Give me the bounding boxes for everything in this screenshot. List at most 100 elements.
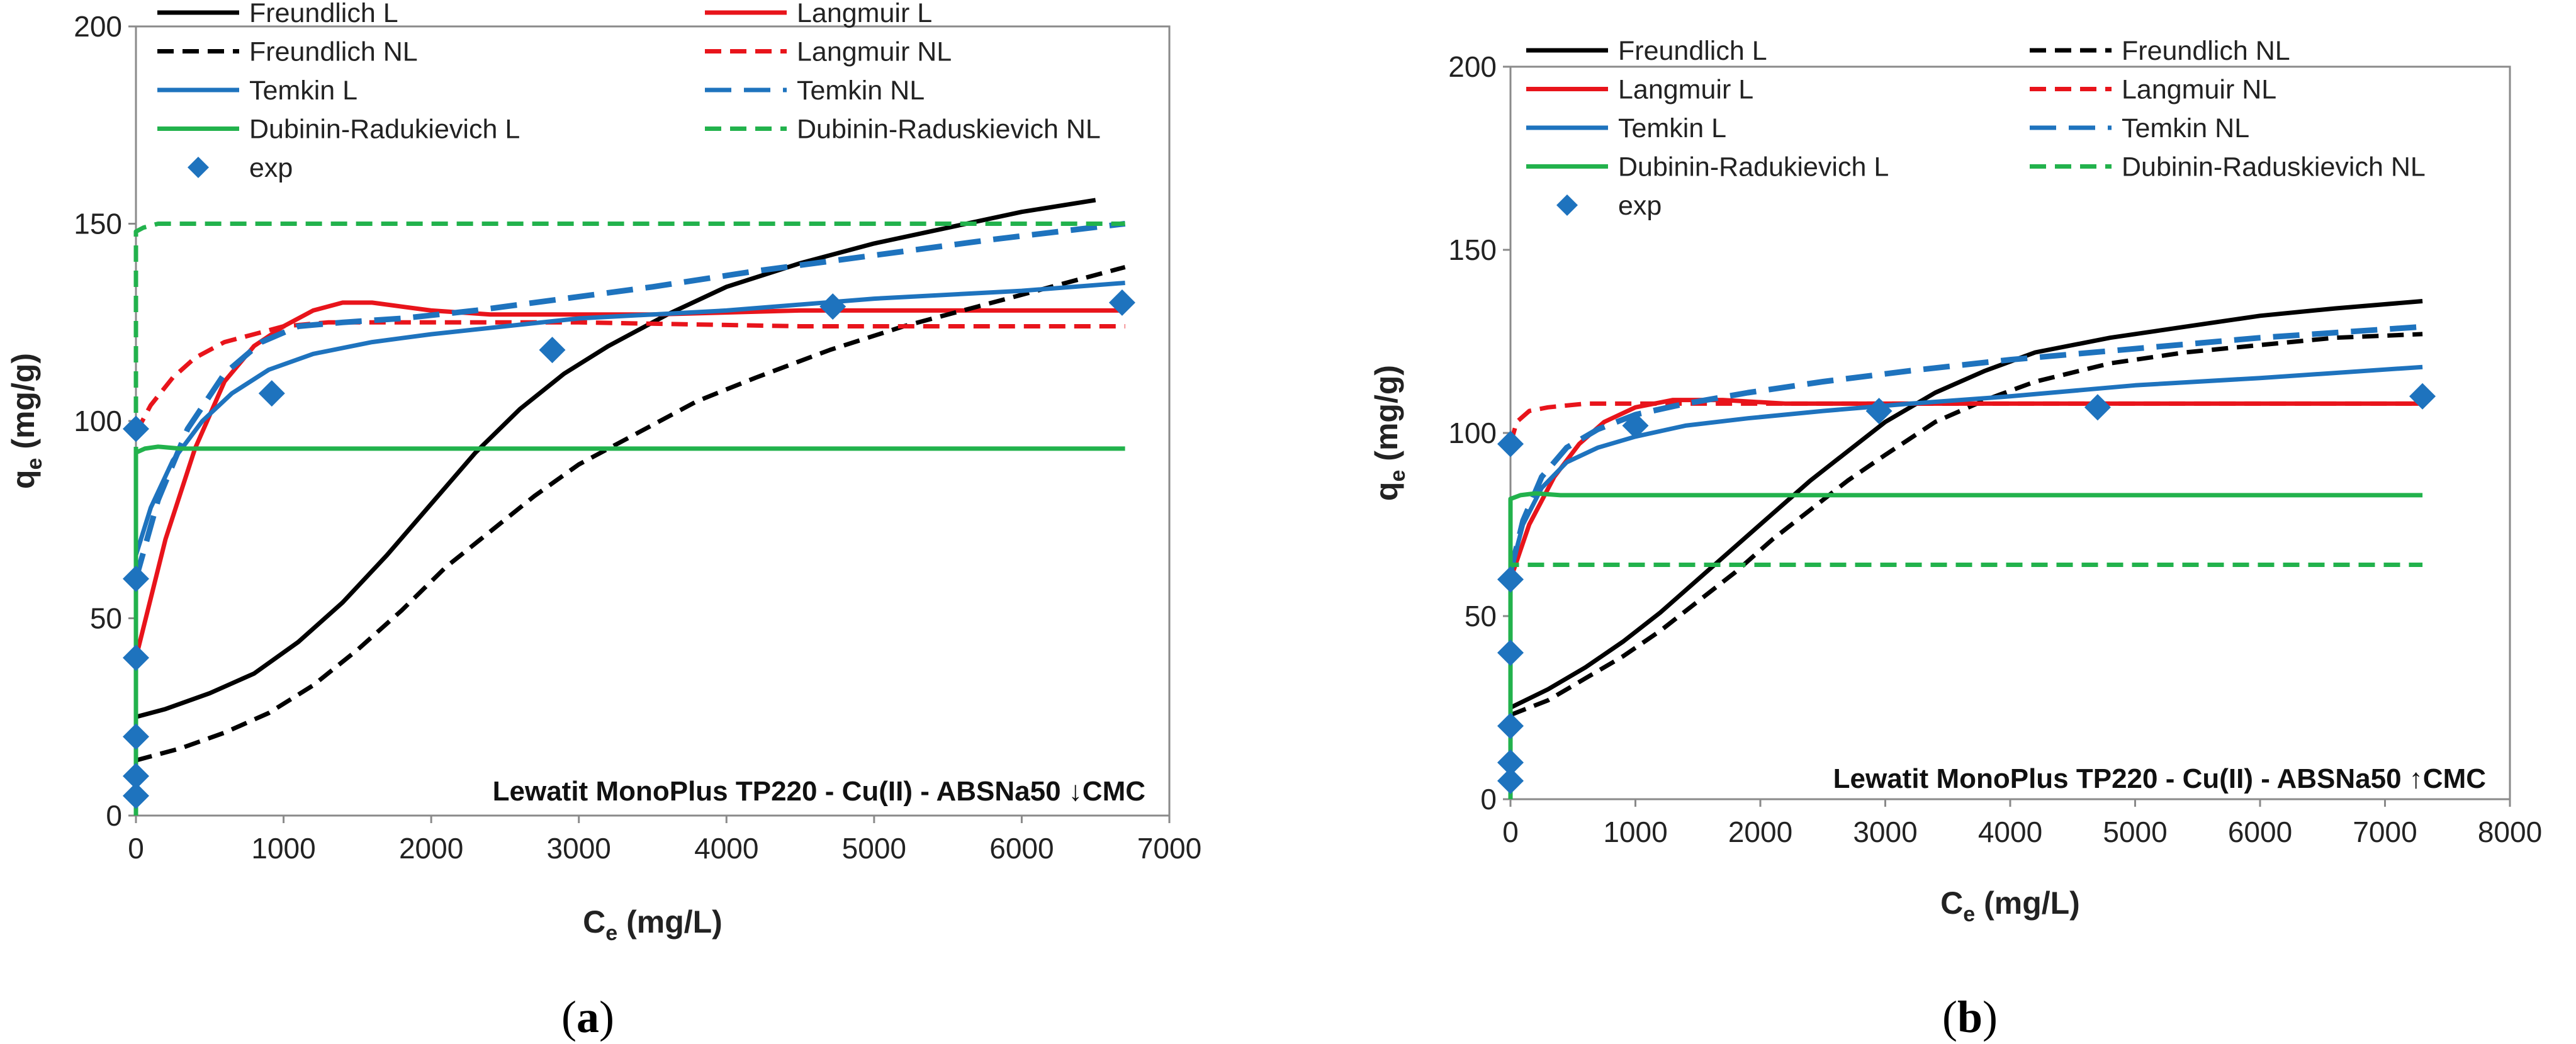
chart-a-xtick-label-5000: 5000 bbox=[842, 832, 906, 865]
chart-b-annotation: Lewatit MonoPlus TP220 - Cu(II) - ABSNa5… bbox=[1833, 763, 2486, 794]
chart-a-x-axis-title: Ce (mg/L) bbox=[583, 904, 723, 945]
chart-b-xtick-label-3000: 3000 bbox=[1853, 816, 1917, 848]
chart-a-caption-open: ( bbox=[561, 992, 577, 1042]
chart-a-series-exp-point-4 bbox=[123, 565, 149, 592]
chart-b-legend-entry-exp-label: exp bbox=[1618, 191, 1662, 221]
chart-a-series-exp-point-9 bbox=[1108, 289, 1135, 316]
chart-a-legend-entry-langmuir-nl-label: Langmuir NL bbox=[797, 37, 952, 67]
chart-b-series-exp-point-3 bbox=[1497, 639, 1524, 666]
chart-b-series-freundlich-l bbox=[1509, 299, 2423, 710]
chart-a-annotation: Lewatit MonoPlus TP220 - Cu(II) - ABSNa5… bbox=[493, 776, 1145, 807]
chart-b-xtick-label-7000: 7000 bbox=[2353, 816, 2417, 848]
chart-b-xtick-label-6000: 6000 bbox=[2228, 816, 2292, 848]
chart-a-xtick-label-7000: 7000 bbox=[1137, 832, 1201, 865]
chart-b-ytick-label-150: 150 bbox=[1448, 233, 1497, 266]
chart-a-xtick-label-6000: 6000 bbox=[989, 832, 1054, 865]
chart-a-ytick-label-150: 150 bbox=[74, 208, 122, 240]
chart-a-legend-entry-exp-label: exp bbox=[249, 153, 293, 183]
chart-b-ytick-label-200: 200 bbox=[1448, 50, 1497, 83]
chart-a-x-axis-title-subscript: e bbox=[605, 921, 617, 945]
chart-b-series-exp-point-8 bbox=[2084, 394, 2111, 421]
chart-b-series-temkin-l bbox=[1508, 364, 2423, 573]
chart-a-xtick-label-0: 0 bbox=[128, 832, 144, 865]
chart-b-caption-close: ) bbox=[1983, 992, 1998, 1042]
chart-b-series-temkin-nl bbox=[1507, 323, 2423, 573]
chart-a-y-axis-title-subscript: e bbox=[23, 458, 47, 470]
chart-a-series-dubinin-raduskievich-nl bbox=[133, 222, 1125, 816]
chart-a-y-axis-title: qe (mg/g) bbox=[6, 353, 47, 489]
chart-a-legend-entry-dubinin-raduskievich-nl-label: Dubinin-Raduskievich NL bbox=[797, 115, 1101, 145]
chart-b-legend-entry-langmuir-l-label: Langmuir L bbox=[1618, 75, 1753, 105]
chart-b-legend-entry-dubinin-radukievich-l-label: Dubinin-Radukievich L bbox=[1618, 152, 1889, 182]
chart-b-ytick-label-100: 100 bbox=[1448, 417, 1497, 449]
chart-a-series-exp-point-3 bbox=[123, 644, 149, 671]
chart-a-series-freundlich-nl bbox=[135, 265, 1126, 763]
chart-a-series-dubinin-radukievich-l bbox=[133, 444, 1125, 816]
chart-b-legend-entry-temkin-l-label: Temkin L bbox=[1618, 113, 1726, 143]
chart-b-x-axis-title: Ce (mg/L) bbox=[1940, 885, 2080, 926]
chart-a-series-exp-point-2 bbox=[123, 723, 149, 750]
chart-b-series-exp-point-5 bbox=[1497, 430, 1524, 457]
chart-b-series-exp-point-9 bbox=[2409, 383, 2436, 410]
chart-b-ytick-label-0: 0 bbox=[1480, 783, 1497, 816]
chart-b-xtick-label-8000: 8000 bbox=[2478, 816, 2542, 848]
chart-a-legend-entry-freundlich-l-label: Freundlich L bbox=[249, 0, 398, 28]
chart-a-series-exp-point-0 bbox=[123, 782, 149, 809]
chart-a-x-axis-title-main: C bbox=[583, 904, 605, 940]
chart-a-legend-entry-freundlich-nl-label: Freundlich NL bbox=[249, 37, 418, 67]
chart-b-caption-open: ( bbox=[1942, 992, 1957, 1042]
chart-a-series-freundlich-l bbox=[135, 198, 1096, 719]
chart-b-series-exp-point-0 bbox=[1497, 767, 1524, 794]
chart-b-series-freundlich-nl bbox=[1509, 332, 2423, 717]
chart-b-series-exp-point-7 bbox=[1865, 398, 1893, 425]
chart-a-plot-frame bbox=[135, 25, 1171, 817]
chart-a-ytick-label-200: 200 bbox=[74, 10, 122, 43]
chart-a-ytick-label-0: 0 bbox=[106, 799, 122, 832]
chart-b-series-dubinin-raduskievich-nl bbox=[1508, 563, 2423, 799]
chart-a-legend-entry-exp-swatch bbox=[188, 157, 209, 178]
chart-a-series-exp-point-8 bbox=[819, 293, 846, 320]
chart-b-series-exp bbox=[1497, 383, 2436, 794]
chart-b-x-axis-title-unit: (mg/L) bbox=[1975, 885, 2080, 921]
chart-b-caption-letter: b bbox=[1957, 992, 1983, 1042]
chart-b-series-exp-point-4 bbox=[1497, 566, 1524, 593]
chart-a-ytick-label-50: 50 bbox=[90, 602, 122, 635]
chart-b-xtick-label-2000: 2000 bbox=[1728, 816, 1792, 848]
chart-a-series-exp-point-7 bbox=[539, 337, 566, 364]
chart-a-y-axis-title-unit: (mg/g) bbox=[6, 353, 41, 458]
chart-b-series-exp-point-2 bbox=[1497, 712, 1524, 739]
chart-a-legend-entry-dubinin-radukievich-l-label: Dubinin-Radukievich L bbox=[249, 115, 520, 145]
chart-b-y-axis-title-subscript: e bbox=[1386, 470, 1410, 482]
chart-a-xtick-label-1000: 1000 bbox=[251, 832, 315, 865]
chart-b-caption: (b) bbox=[1942, 992, 1998, 1042]
chart-a-legend-entry-temkin-nl-label: Temkin NL bbox=[797, 76, 925, 106]
chart-b-series-langmuir-nl bbox=[1508, 401, 2423, 445]
chart-b-xtick-label-0: 0 bbox=[1502, 816, 1519, 848]
chart-b-y-axis-title-main: q bbox=[1369, 482, 1404, 502]
chart-a-series-exp bbox=[123, 289, 1135, 809]
chart-a-series-exp-point-6 bbox=[258, 380, 285, 407]
chart-a-x-axis-title-unit: (mg/L) bbox=[617, 904, 723, 940]
chart-a-series-langmuir-nl bbox=[133, 320, 1125, 434]
chart-b-ytick-label-50: 50 bbox=[1465, 600, 1497, 632]
chart-a-series-exp-point-5 bbox=[123, 415, 149, 442]
chart-a-caption: (a) bbox=[561, 992, 614, 1042]
chart-a-series-temkin-nl bbox=[133, 221, 1126, 580]
chart-a-legend-entry-temkin-l-label: Temkin L bbox=[249, 76, 357, 106]
chart-b-series-dubinin-radukievich-l bbox=[1508, 491, 2423, 799]
chart-b-legend-entry-exp-swatch bbox=[1556, 194, 1578, 216]
chart-b-y-axis-title: qe (mg/g) bbox=[1369, 365, 1410, 501]
chart-a-caption-letter: a bbox=[577, 992, 599, 1042]
chart-a-xtick-label-2000: 2000 bbox=[399, 832, 463, 865]
chart-b-legend-entry-temkin-nl-label: Temkin NL bbox=[2122, 113, 2249, 143]
chart-b-x-axis-title-subscript: e bbox=[1963, 902, 1975, 926]
chart-a-legend-entry-langmuir-l-label: Langmuir L bbox=[797, 0, 932, 28]
chart-a-caption-close: ) bbox=[599, 992, 614, 1042]
chart-b-series-exp-point-6 bbox=[1622, 412, 1649, 439]
chart-a-xtick-label-4000: 4000 bbox=[694, 832, 758, 865]
chart-b-series-exp-point-1 bbox=[1497, 749, 1524, 776]
chart-b-xtick-label-1000: 1000 bbox=[1603, 816, 1667, 848]
